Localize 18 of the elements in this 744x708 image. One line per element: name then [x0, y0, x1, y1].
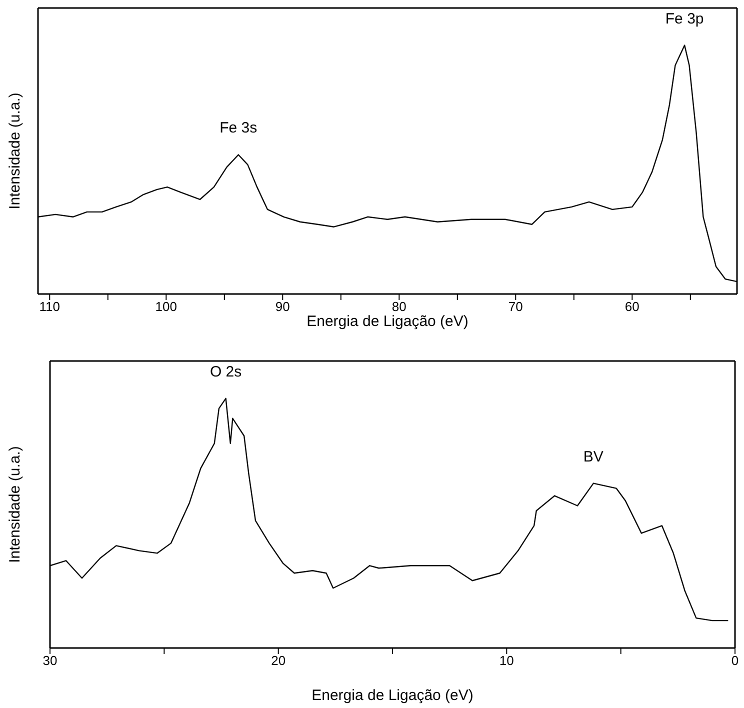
x-tick-label: 30: [42, 653, 58, 668]
x-tick-label: 90: [275, 299, 290, 314]
x-tick-label: 80: [392, 299, 406, 314]
x-axis-title: Energia de Ligação (eV): [312, 687, 474, 704]
y-axis-title: Intensidade (u.a.): [6, 92, 24, 210]
x-tick-label: 60: [624, 299, 640, 314]
x-tick-label: 100: [155, 299, 177, 314]
x-tick-label: 20: [271, 653, 286, 668]
annotation: O 2s: [210, 363, 242, 380]
x-tick-label: 70: [508, 299, 523, 314]
annotation: Fe 3p: [665, 10, 704, 28]
x-tick-label: 10: [499, 653, 514, 668]
x-axis-title: Energia de Ligação (eV): [306, 313, 468, 330]
annotation: BV: [583, 448, 604, 466]
y-axis-title: Intensidade (u.a.): [6, 446, 24, 563]
annotation: Fe 3s: [220, 120, 258, 137]
x-tick-label: 110: [39, 299, 60, 314]
x-tick-label: 0: [731, 653, 739, 668]
